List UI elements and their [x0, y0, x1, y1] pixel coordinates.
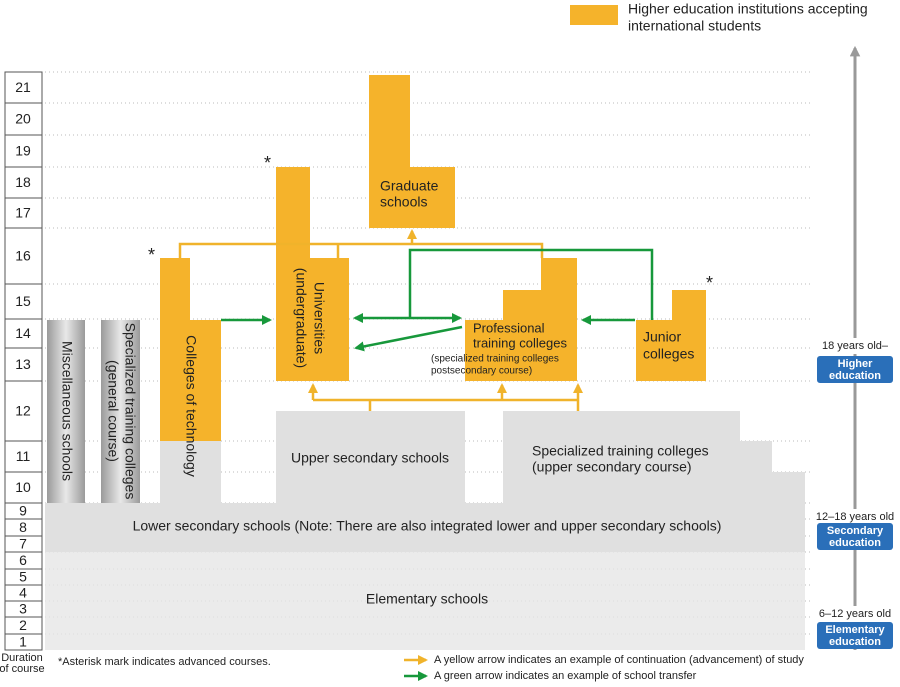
legend-text: Higher education institutions accepting	[628, 1, 868, 17]
stage-box	[817, 356, 893, 383]
school-label: (upper secondary course)	[532, 459, 692, 475]
stage-age-bg	[812, 606, 898, 622]
footnote: A green arrow indicates an example of sc…	[434, 670, 697, 682]
year-label: 2	[19, 617, 27, 633]
school-label: (specialized training colleges	[431, 354, 559, 365]
year-cell	[4, 134, 43, 168]
year-cell	[4, 227, 43, 285]
universities	[276, 167, 349, 381]
year-label: 15	[15, 293, 31, 309]
school-label: Professional	[473, 320, 545, 335]
school-label: Specialized training colleges	[122, 323, 138, 500]
year-cell	[4, 197, 43, 229]
green-arrows	[221, 248, 654, 352]
year-label: 20	[15, 111, 31, 127]
year-label: 21	[15, 79, 31, 95]
stage-label: education	[829, 636, 881, 648]
stage-label: education	[829, 370, 881, 382]
stage-age: 18 years old–	[822, 340, 889, 352]
school-label: colleges	[643, 346, 694, 362]
stage-age-bg	[812, 509, 898, 525]
school-label: Upper secondary schools	[291, 450, 449, 466]
school-label: Universities	[311, 282, 327, 354]
year-label: 9	[19, 503, 27, 519]
professional-colleges	[465, 258, 577, 381]
year-label: 1	[19, 634, 27, 650]
school-label: Miscellaneous schools	[59, 341, 75, 481]
footnote: *Asterisk mark indicates advanced course…	[58, 656, 271, 668]
year-cell	[4, 166, 43, 199]
school-label: (general course)	[105, 360, 121, 462]
year-cell	[4, 440, 43, 473]
stage-label: education	[829, 537, 881, 549]
stage-label: Elementary	[825, 624, 885, 636]
elementary-band	[45, 552, 805, 650]
stage-age-bg	[812, 338, 898, 354]
year-cell	[4, 347, 43, 382]
year-label: 5	[19, 569, 27, 585]
stage-box	[817, 523, 893, 550]
year-label: 10	[15, 479, 31, 495]
stage-age: 12–18 years old	[816, 511, 894, 523]
scale-caption: of course	[0, 663, 45, 675]
school-label: schools	[380, 194, 427, 210]
year-cell	[4, 318, 43, 349]
year-cell	[4, 102, 43, 136]
asterisk: *	[264, 153, 271, 173]
year-label: 12	[15, 403, 31, 419]
year-label: 11	[16, 448, 31, 464]
asterisk: *	[706, 273, 713, 293]
year-label: 13	[15, 356, 31, 372]
misc-schools	[47, 320, 85, 503]
stage-box	[817, 622, 893, 649]
year-label: 19	[15, 143, 31, 159]
colleges-of-technology	[160, 258, 221, 441]
year-label: 6	[19, 552, 27, 568]
year-cell	[4, 471, 43, 504]
upper-secondary	[276, 411, 465, 503]
year-label: 18	[15, 174, 31, 190]
graduate-schools	[369, 75, 455, 228]
year-label: 3	[19, 601, 27, 617]
legend-swatch	[570, 5, 618, 25]
specialized-general	[101, 320, 140, 503]
specialized-upper	[503, 411, 805, 503]
asterisk: *	[148, 245, 155, 265]
scale-caption: Duration	[1, 652, 43, 664]
stage-label: Secondary	[827, 525, 884, 537]
year-label: 7	[19, 536, 27, 552]
footnote: A yellow arrow indicates an example of c…	[434, 654, 804, 666]
stage-label: Higher	[838, 358, 874, 370]
year-label: 4	[19, 585, 27, 601]
year-cell	[4, 283, 43, 320]
school-label: Elementary schools	[366, 591, 488, 607]
school-label: (undergraduate)	[293, 268, 309, 368]
school-label: Junior	[643, 329, 681, 345]
lower-secondary-band	[45, 503, 805, 552]
tech-lower	[160, 441, 221, 503]
year-label: 17	[15, 205, 31, 221]
year-label: 8	[19, 519, 27, 535]
year-label: 14	[15, 325, 31, 341]
stage-age: 6–12 years old	[819, 608, 891, 620]
year-cell	[4, 71, 43, 104]
school-label: Graduate	[380, 178, 439, 194]
school-label: training colleges	[473, 335, 567, 350]
legend-text: international students	[628, 18, 761, 34]
school-label: Specialized training colleges	[532, 443, 709, 459]
school-label: Colleges of technology	[183, 335, 199, 477]
school-label: postsecondary course)	[431, 366, 532, 377]
year-label: 16	[15, 248, 31, 264]
school-label: Lower secondary schools (Note: There are…	[133, 518, 722, 534]
junior-colleges	[636, 290, 706, 381]
